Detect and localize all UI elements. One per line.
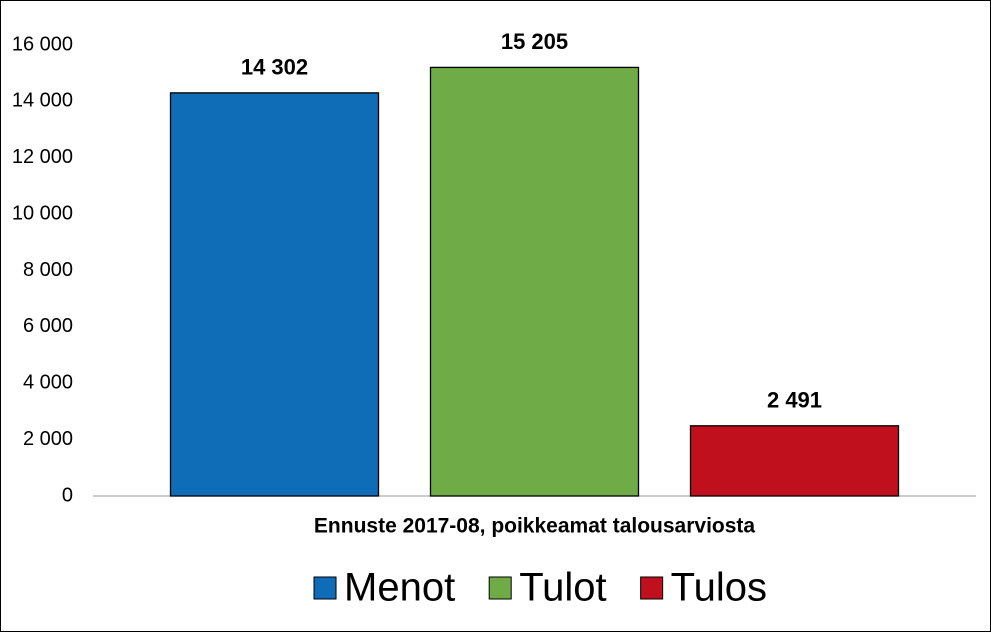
legend-label: Tulos [671, 566, 767, 610]
y-tick-label: 12 000 [12, 146, 73, 168]
y-tick-label: 8 000 [23, 259, 73, 281]
value-label: 14 302 [241, 55, 308, 80]
legend-label: Menot [344, 566, 455, 610]
y-tick-label: 14 000 [12, 90, 73, 112]
bar [169, 92, 380, 497]
value-label: 15 205 [501, 29, 568, 54]
value-label: 2 491 [767, 388, 822, 413]
y-tick-label: 4 000 [23, 372, 73, 394]
legend-swatch [313, 576, 337, 600]
legend-swatch [640, 576, 664, 600]
y-tick-label: 10 000 [12, 202, 73, 224]
y-tick-label: 16 000 [12, 33, 73, 55]
y-tick-label: 6 000 [23, 315, 73, 337]
legend-label: Tulot [519, 566, 606, 610]
bar [689, 425, 900, 497]
legend-swatch [488, 576, 512, 600]
y-tick-label: 0 [62, 484, 73, 506]
bar [429, 66, 640, 497]
x-tick-label: Ennuste 2017-08, poikkeamat talousarvios… [314, 515, 756, 538]
y-tick-label: 2 000 [23, 428, 73, 450]
